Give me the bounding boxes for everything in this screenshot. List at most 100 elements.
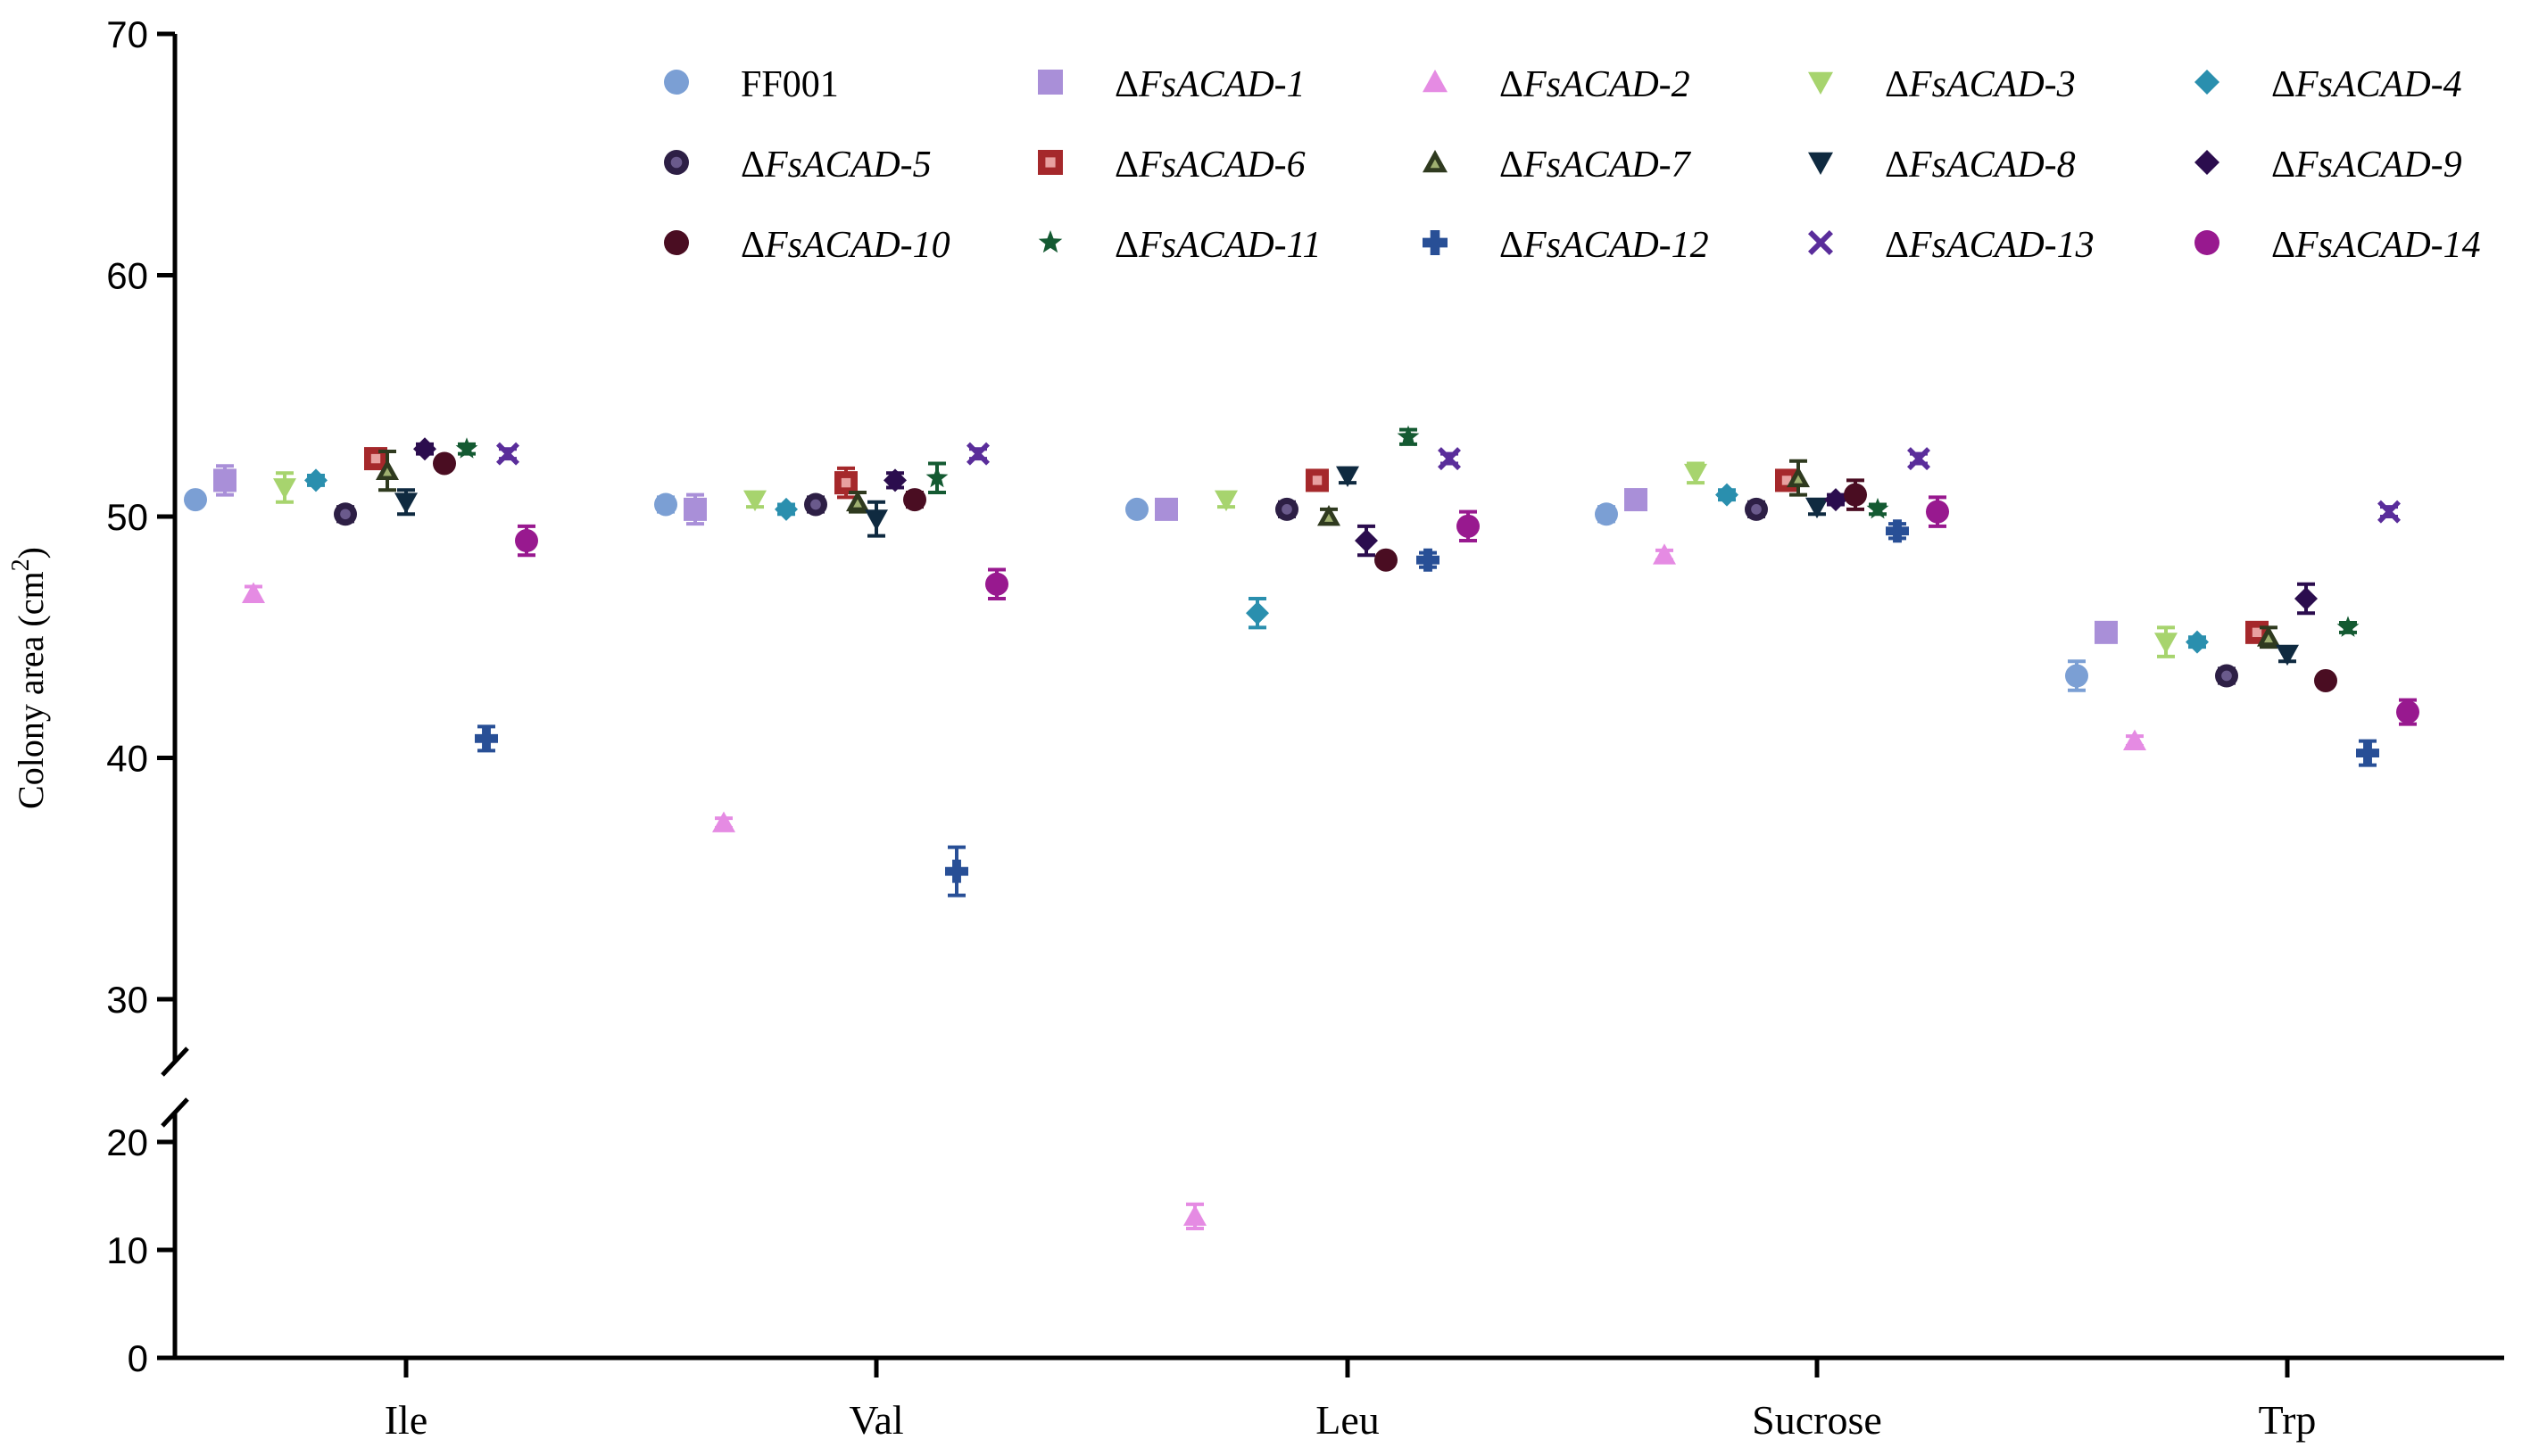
legend-entry: ΔFsACAD-7 xyxy=(1423,145,1692,186)
data-point xyxy=(1215,490,1238,512)
point-marker xyxy=(865,509,888,531)
legend-marker xyxy=(1423,70,1448,93)
legend-label: ΔFsACAD-4 xyxy=(2271,64,2462,105)
point-marker-center xyxy=(841,477,851,488)
point-marker xyxy=(1844,483,1867,507)
legend-entry: ΔFsACAD-9 xyxy=(2194,145,2462,186)
point-marker xyxy=(743,490,767,512)
point-marker xyxy=(1907,447,1930,471)
legend-entry: ΔFsACAD-4 xyxy=(2194,64,2462,105)
data-point xyxy=(1926,495,1949,528)
legend-marker-center xyxy=(670,156,683,169)
point-marker-center xyxy=(1324,513,1333,522)
y-tick-label: 50 xyxy=(106,496,148,538)
data-point xyxy=(1336,466,1359,488)
legend-label: ΔFsACAD-11 xyxy=(1115,225,1322,266)
point-marker xyxy=(1456,514,1480,538)
legend-label: ΔFsACAD-5 xyxy=(741,145,932,186)
legend-label: ΔFsACAD-6 xyxy=(1115,145,1306,186)
data-point xyxy=(334,502,357,526)
point-marker xyxy=(515,529,538,553)
data-point xyxy=(413,437,436,461)
legend-marker xyxy=(664,70,689,95)
point-marker xyxy=(1824,488,1847,512)
point-marker xyxy=(2377,500,2401,524)
data-point xyxy=(1397,425,1420,447)
legend-name: FsACAD-10 xyxy=(764,225,950,266)
data-point xyxy=(1653,543,1676,565)
data-point xyxy=(2257,625,2280,649)
legend-name: FsACAD-14 xyxy=(2294,225,2481,266)
legend-entry: ΔFsACAD-1 xyxy=(1038,64,1306,105)
y-tick-label: 30 xyxy=(106,979,148,1021)
x-tick-label: Sucrose xyxy=(1752,1397,1882,1443)
point-marker xyxy=(475,726,498,750)
legend-entry: ΔFsACAD-13 xyxy=(1808,225,2095,266)
point-marker-center xyxy=(1282,504,1292,515)
legend-name: FsACAD-2 xyxy=(1522,64,1690,105)
legend-entry: ΔFsACAD-2 xyxy=(1423,64,1690,105)
legend-label: ΔFsACAD-7 xyxy=(1499,145,1692,186)
point-marker xyxy=(413,437,436,461)
legend-label: ΔFsACAD-14 xyxy=(2271,225,2481,266)
data-point xyxy=(1775,468,1798,492)
point-marker xyxy=(1397,425,1420,447)
data-point xyxy=(496,442,519,466)
data-point xyxy=(1715,483,1738,507)
x-tick-label: Ile xyxy=(385,1397,428,1443)
legend-name: FsACAD-8 xyxy=(1908,145,2076,186)
data-point xyxy=(304,468,328,492)
data-point xyxy=(2377,500,2401,524)
data-point xyxy=(1886,519,1909,543)
data-point xyxy=(2186,630,2209,654)
legend-delta: Δ xyxy=(1885,64,1909,105)
data-point xyxy=(2314,668,2337,692)
point-marker xyxy=(684,497,707,521)
x-tick-labels: Ile Val Leu Sucrose Trp xyxy=(385,1397,2317,1443)
point-marker xyxy=(273,478,296,500)
point-marker xyxy=(184,488,207,512)
point-marker xyxy=(2396,700,2419,724)
legend-label: ΔFsACAD-2 xyxy=(1499,64,1690,105)
legend-name: FsACAD-11 xyxy=(1138,225,1322,266)
data-point xyxy=(1306,468,1329,492)
data-point xyxy=(1595,502,1618,526)
y-tick-label: 20 xyxy=(106,1121,148,1163)
data-point xyxy=(1155,497,1178,521)
data-point xyxy=(2396,698,2419,726)
data-point xyxy=(2065,659,2088,692)
data-point xyxy=(1183,1202,1207,1230)
legend-marker xyxy=(1038,70,1063,95)
point-marker xyxy=(1183,1204,1207,1226)
data-point xyxy=(1844,478,1867,511)
legend-label: ΔFsACAD-9 xyxy=(2271,145,2462,186)
data-point xyxy=(1684,461,1707,485)
legend: FF001 ΔFsACAD-1 ΔFsACAD-2 ΔFsACAD-3 ΔFsACAD-… xyxy=(664,64,2481,266)
data-point xyxy=(1787,459,1810,497)
legend-name: FsACAD-3 xyxy=(1908,64,2076,105)
point-marker xyxy=(985,572,1008,596)
data-point xyxy=(1355,524,1378,558)
y-axis-title-superscript: 2 xyxy=(7,558,35,571)
legend-delta: Δ xyxy=(1499,64,1523,105)
data-point xyxy=(242,582,265,603)
data-point xyxy=(2294,582,2318,616)
point-marker-center xyxy=(2264,634,2273,643)
point-marker xyxy=(925,466,949,488)
legend-name: FsACAD-13 xyxy=(1908,225,2095,266)
point-marker xyxy=(1805,497,1829,519)
legend-label: ΔFsACAD-3 xyxy=(1885,64,2076,105)
legend-marker-center xyxy=(1045,157,1056,168)
data-point xyxy=(2356,739,2379,767)
data-point xyxy=(654,492,677,517)
legend-delta: Δ xyxy=(1115,225,1139,266)
point-marker-center xyxy=(853,499,862,508)
data-point xyxy=(684,492,707,526)
data-point xyxy=(2276,644,2299,666)
point-marker-center xyxy=(810,499,821,510)
legend-delta: Δ xyxy=(1885,225,1909,266)
point-marker xyxy=(712,811,735,832)
axis-break-mark xyxy=(161,1046,189,1077)
point-marker xyxy=(1215,490,1238,512)
